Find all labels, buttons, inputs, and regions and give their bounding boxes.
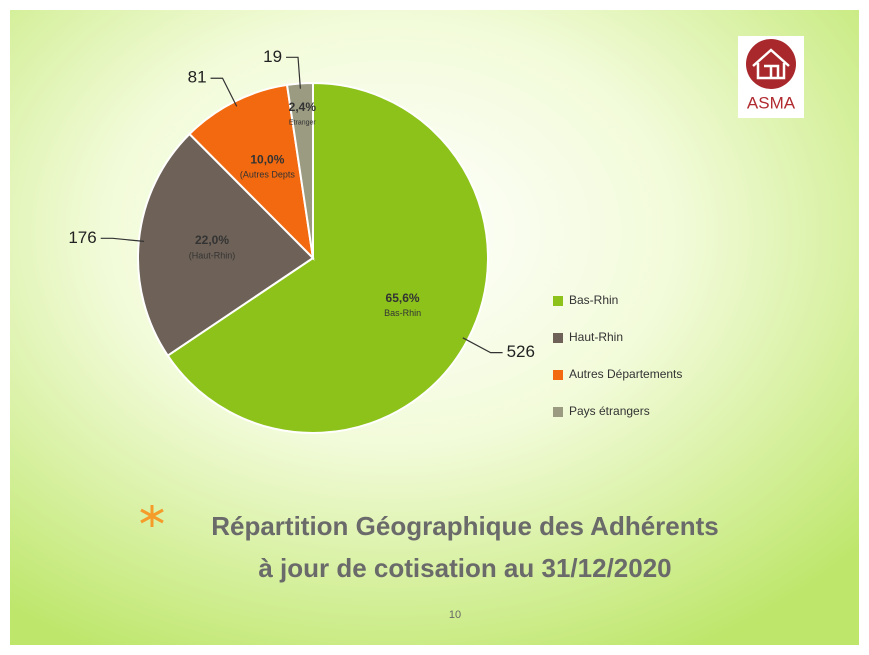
legend-label: Pays étrangers	[569, 404, 650, 418]
legend-label: Haut-Rhin	[569, 330, 623, 344]
legend-label: Bas-Rhin	[569, 293, 618, 307]
percent-label: 22,0%	[195, 233, 229, 247]
leader-line	[286, 56, 301, 89]
page-number: 10	[449, 609, 461, 621]
inner-label: (Autres Depts	[240, 170, 296, 180]
percent-label: 10,0%	[250, 153, 284, 167]
logo: ASMA	[738, 36, 804, 118]
legend-label: Autres Départements	[569, 367, 682, 381]
percent-label: 2,4%	[289, 100, 317, 114]
data-label: 19	[263, 47, 282, 66]
legend-swatch	[553, 407, 563, 417]
data-label: 526	[507, 342, 535, 361]
inner-label: Bas-Rhin	[384, 308, 421, 318]
leader-line	[100, 237, 145, 243]
logo-text: ASMA	[747, 93, 796, 112]
inner-label: (Haut-Rhin)	[189, 250, 236, 260]
leader-line	[210, 77, 238, 107]
legend-swatch	[553, 333, 563, 343]
inner-label: Etranger	[289, 120, 317, 127]
leader-line	[462, 337, 503, 354]
data-label: 176	[68, 228, 96, 247]
legend-swatch	[553, 370, 563, 380]
logo-house	[752, 48, 790, 80]
title-line: à jour de cotisation au 31/12/2020	[258, 553, 671, 583]
title-line: Répartition Géographique des Adhérents	[211, 511, 719, 541]
title-bullet	[140, 505, 164, 527]
percent-label: 65,6%	[386, 291, 420, 305]
data-label: 81	[188, 68, 207, 87]
legend-swatch	[553, 296, 563, 306]
